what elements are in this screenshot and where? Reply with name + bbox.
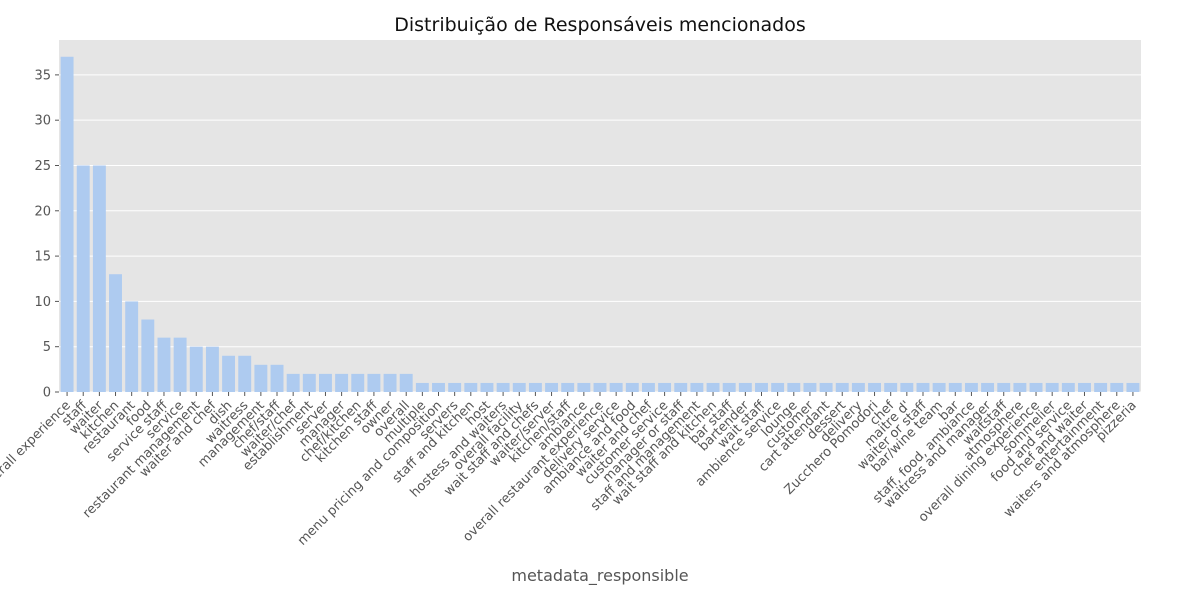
bar-47 [819, 382, 833, 392]
bar-37 [658, 382, 672, 392]
y-tick-label: 25 [34, 159, 51, 174]
bar-32 [577, 382, 591, 392]
bar-60 [1029, 382, 1043, 392]
bar-46 [803, 382, 817, 392]
bar-39 [690, 382, 704, 392]
bar-25 [464, 382, 478, 392]
bar-30 [545, 382, 559, 392]
bar-21 [399, 373, 413, 392]
bar-56 [964, 382, 978, 392]
bar-26 [480, 382, 494, 392]
bar-8 [189, 346, 203, 392]
bar-65 [1110, 382, 1124, 392]
y-tick-label: 20 [34, 204, 51, 219]
chart-title: Distribuição de Responsáveis mencionados [394, 14, 806, 36]
bar-18 [351, 373, 365, 392]
bar-0 [60, 56, 74, 393]
y-tick-label: 5 [43, 340, 51, 355]
bar-2 [92, 165, 106, 392]
bar-62 [1061, 382, 1075, 392]
bar-17 [335, 373, 349, 392]
bar-5 [141, 319, 155, 392]
bar-28 [512, 382, 526, 392]
y-tick-label: 15 [34, 250, 51, 265]
bar-36 [641, 382, 655, 392]
bar-33 [593, 382, 607, 392]
bar-38 [674, 382, 688, 392]
bar-64 [1094, 382, 1108, 392]
bar-23 [432, 382, 445, 392]
bar-34 [609, 382, 623, 392]
bar-54 [932, 382, 946, 392]
bar-19 [367, 373, 381, 392]
bar-16 [319, 373, 332, 392]
y-tick-label: 0 [43, 386, 51, 401]
bar-12 [254, 364, 268, 392]
bar-58 [997, 382, 1011, 392]
y-tick-label: 30 [34, 114, 51, 129]
bar-42 [738, 382, 752, 392]
bar-11 [238, 355, 252, 392]
bar-59 [1013, 382, 1027, 392]
bar-41 [722, 382, 736, 392]
x-axis-title: metadata_responsible [511, 566, 688, 586]
y-axis-ticks: 0 5 10 15 20 25 30 35 [34, 68, 59, 401]
bar-4 [125, 301, 139, 392]
bar-57 [981, 382, 995, 392]
bar-24 [448, 382, 462, 392]
bar-7 [173, 337, 187, 392]
x-axis-ticks: overall experiencestaffwaiterkitchenrest… [0, 392, 1140, 549]
plot-background [59, 40, 1141, 392]
bar-10 [222, 355, 236, 392]
bar-48 [835, 382, 849, 392]
bar-66 [1126, 382, 1140, 392]
bar-14 [286, 373, 300, 392]
bars [60, 56, 1140, 393]
bar-29 [528, 382, 542, 392]
bar-61 [1045, 382, 1059, 392]
bar-13 [270, 364, 284, 392]
bar-9 [205, 346, 219, 392]
bar-63 [1078, 382, 1091, 392]
bar-43 [755, 382, 768, 392]
bar-3 [109, 274, 122, 392]
bar-1 [76, 165, 90, 392]
bar-40 [706, 382, 720, 392]
bar-6 [157, 337, 171, 392]
bar-51 [884, 382, 898, 392]
bar-49 [851, 382, 865, 392]
bar-44 [771, 382, 785, 392]
bar-53 [916, 382, 930, 392]
gridlines [59, 74, 1141, 393]
bar-52 [900, 382, 914, 392]
bar-27 [496, 382, 510, 392]
x-tick-label: overall experience [0, 398, 74, 494]
bar-22 [415, 382, 429, 392]
bar-35 [625, 382, 639, 392]
bar-31 [561, 382, 575, 392]
bar-20 [383, 373, 397, 392]
y-tick-label: 35 [34, 68, 51, 83]
bar-50 [868, 382, 881, 392]
bar-15 [302, 373, 316, 392]
y-tick-label: 10 [34, 295, 51, 310]
bar-55 [948, 382, 962, 392]
bar-45 [787, 382, 801, 392]
